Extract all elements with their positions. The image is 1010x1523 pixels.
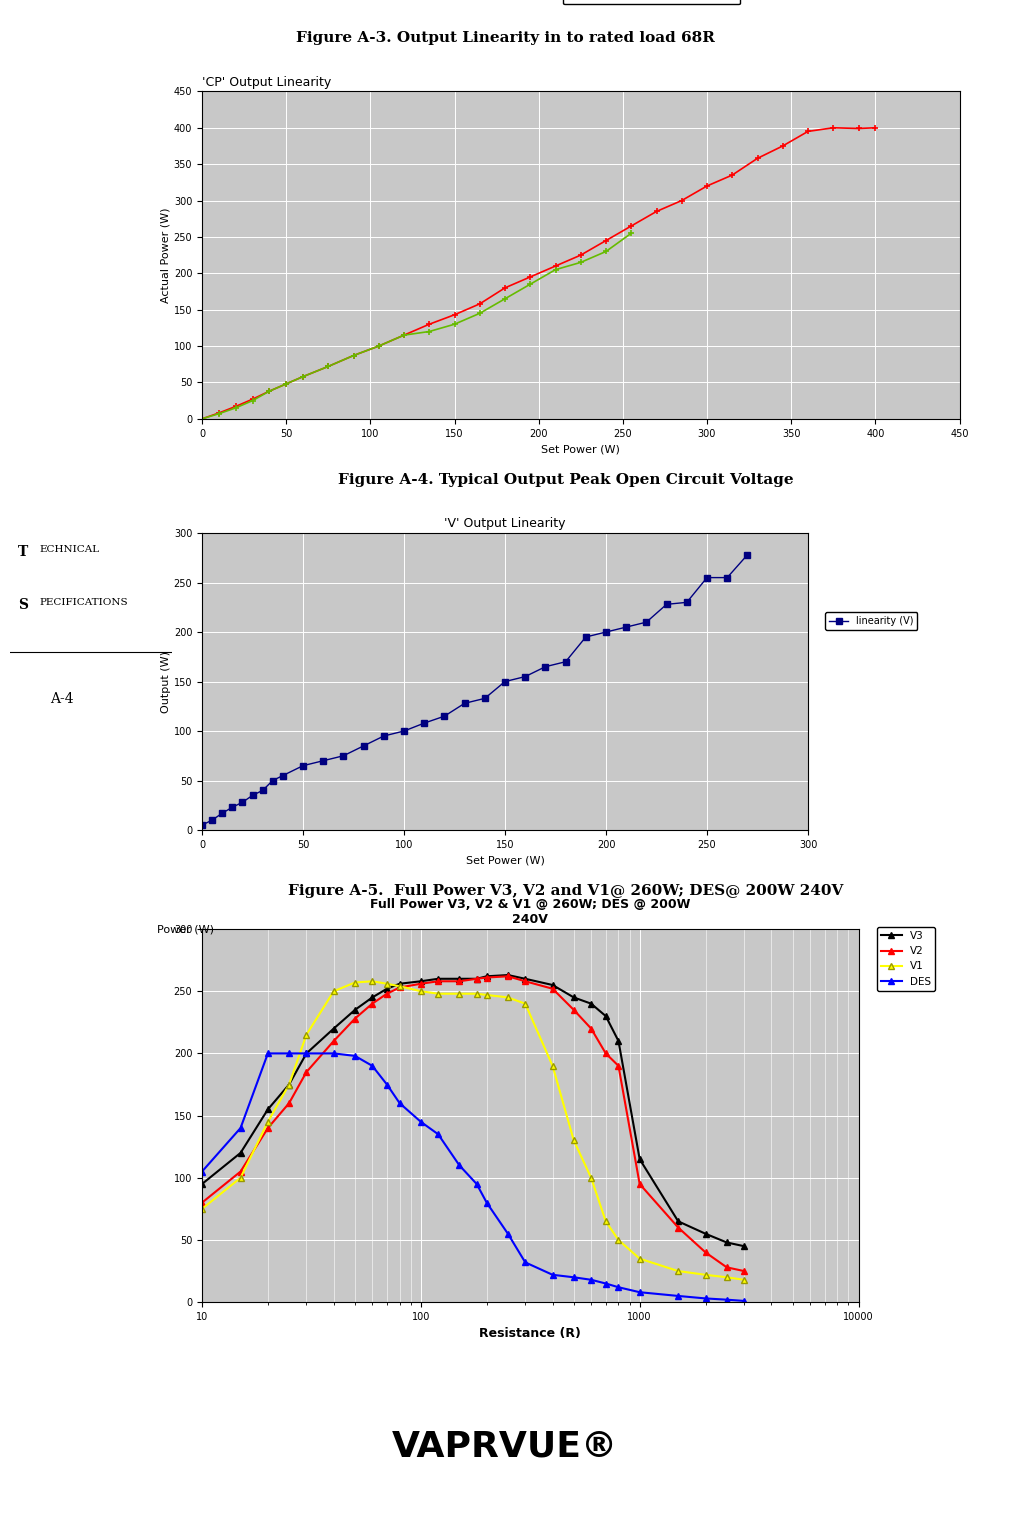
Legend: linearity (V): linearity (V) [825, 612, 917, 631]
X-axis label: Set Power (W): Set Power (W) [466, 856, 544, 865]
Text: Power (W): Power (W) [157, 924, 213, 935]
Y-axis label: Output (W): Output (W) [161, 650, 171, 713]
X-axis label: Resistance (R): Resistance (R) [480, 1328, 581, 1340]
Text: Figure A-3. Output Linearity in to rated load 68R: Figure A-3. Output Linearity in to rated… [296, 30, 714, 46]
Text: A-4: A-4 [50, 691, 74, 707]
Text: T: T [18, 545, 28, 559]
Text: PECIFICATIONS: PECIFICATIONS [39, 599, 128, 608]
Legend: V3, V2, V1, DES: V3, V2, V1, DES [877, 928, 935, 991]
Text: Figure A-5.  Full Power V3, V2 and V1@ 260W; DES@ 200W 240V: Figure A-5. Full Power V3, V2 and V1@ 26… [288, 883, 843, 899]
Legend: 228146, 228147 and 225028, 225029 and 225030: 228146, 228147 and 225028, 225029 and 22… [563, 0, 740, 5]
Title: 'V' Output Linearity: 'V' Output Linearity [444, 518, 566, 530]
Y-axis label: Actual Power (W): Actual Power (W) [161, 207, 171, 303]
Text: S: S [18, 599, 28, 612]
Text: 'CP' Output Linearity: 'CP' Output Linearity [202, 76, 331, 88]
X-axis label: Set Power (W): Set Power (W) [541, 445, 620, 454]
Title: Full Power V3, V2 & V1 @ 260W; DES @ 200W
240V: Full Power V3, V2 & V1 @ 260W; DES @ 200… [370, 899, 691, 926]
Text: VAPRVUE®: VAPRVUE® [392, 1430, 618, 1464]
Text: ECHNICAL: ECHNICAL [39, 545, 99, 554]
Text: Figure A-4. Typical Output Peak Open Circuit Voltage: Figure A-4. Typical Output Peak Open Cir… [337, 472, 794, 487]
